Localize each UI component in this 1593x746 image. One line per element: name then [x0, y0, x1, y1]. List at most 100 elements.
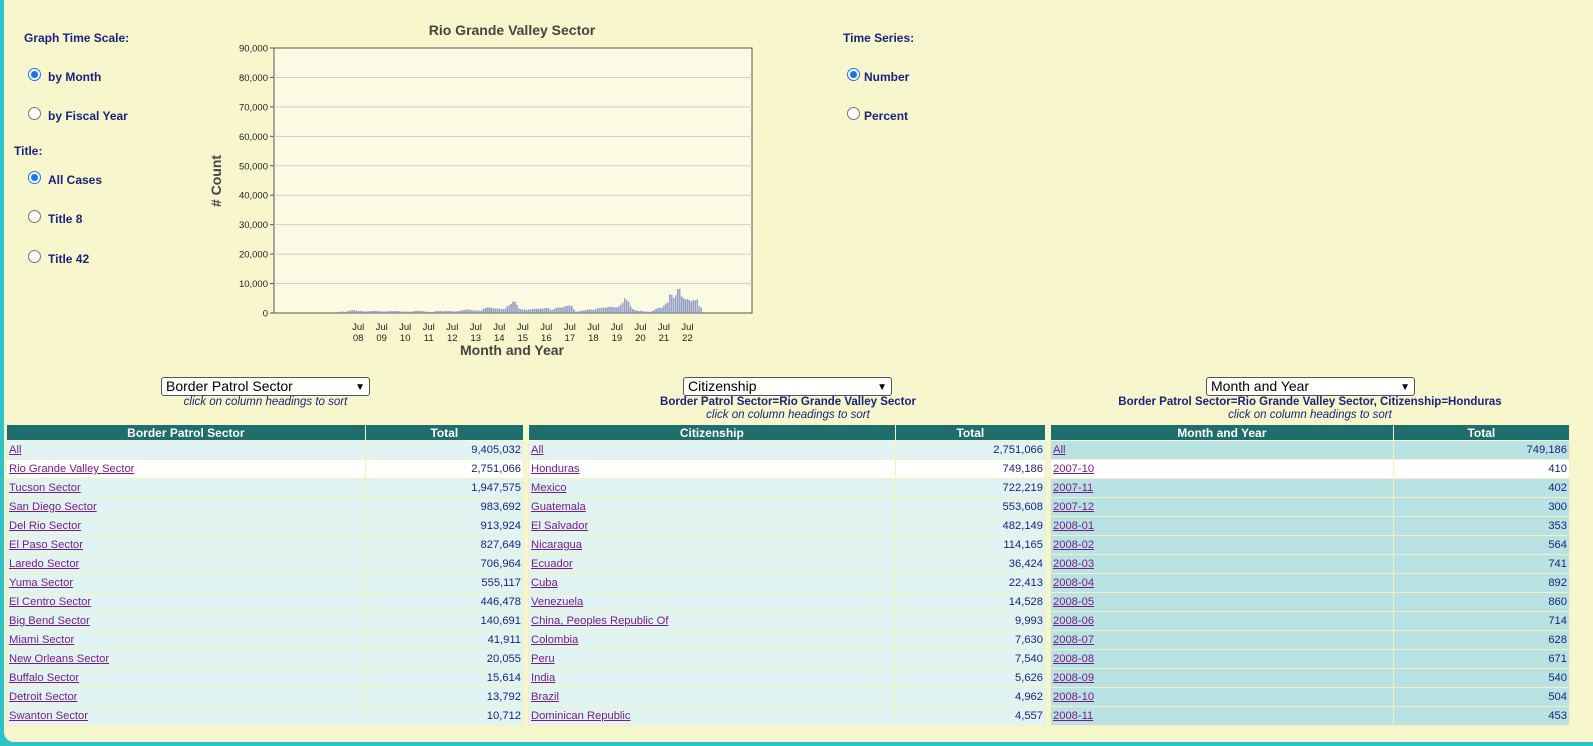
column-header-month-year[interactable]: Month and Year [1050, 424, 1394, 441]
column-header-total[interactable]: Total [894, 424, 1047, 441]
x-tick-year: 22 [682, 333, 693, 344]
x-tick-year: 21 [659, 333, 670, 344]
row-link[interactable]: 2007-11 [1053, 482, 1094, 494]
row-label-cell: All [528, 440, 896, 460]
bar [675, 295, 677, 314]
row-link[interactable]: Dominican Republic [531, 710, 631, 722]
table-row: 2008-11 453 [1050, 706, 1571, 726]
row-link[interactable]: Guatemala [531, 501, 586, 513]
row-total: 860 [1392, 592, 1571, 612]
row-link[interactable]: All [1053, 444, 1066, 456]
row-link[interactable]: Mexico [531, 482, 567, 494]
bar [657, 307, 659, 314]
column-header-sector[interactable]: Border Patrol Sector [6, 424, 366, 441]
bar [506, 306, 508, 314]
row-link[interactable]: Colombia [531, 634, 579, 646]
row-link[interactable]: Brazil [531, 691, 559, 703]
row-link[interactable]: Buffalo Sector [9, 672, 80, 684]
row-link[interactable]: El Salvador [531, 520, 589, 532]
row-label-cell: Mexico [528, 478, 896, 498]
all-cases-label[interactable]: All Cases [48, 173, 103, 187]
table-row: El Centro Sector 446,478 [6, 592, 525, 612]
column-header-total[interactable]: Total [364, 424, 525, 441]
percent-radio[interactable] [847, 107, 860, 120]
row-link[interactable]: Laredo Sector [9, 558, 80, 570]
row-link[interactable]: Venezuela [531, 596, 584, 608]
row-link[interactable]: Rio Grande Valley Sector [9, 463, 135, 475]
by-fiscal-year-label[interactable]: by Fiscal Year [48, 109, 128, 123]
row-link[interactable]: India [531, 672, 556, 684]
row-link[interactable]: Yuma Sector [9, 577, 74, 589]
row-link[interactable]: All [531, 444, 544, 456]
row-link[interactable]: San Diego Sector [9, 501, 97, 513]
row-link[interactable]: 2008-09 [1053, 672, 1095, 684]
dimension-select-mid[interactable]: Citizenship ▼ [683, 377, 892, 396]
row-link[interactable]: 2008-11 [1053, 710, 1094, 722]
row-link[interactable]: Swanton Sector [9, 710, 88, 722]
row-link[interactable]: Miami Sector [9, 634, 75, 646]
row-link[interactable]: Detroit Sector [9, 691, 78, 703]
row-link[interactable]: 2007-10 [1053, 463, 1095, 475]
by-fiscal-year-radio[interactable] [28, 107, 41, 120]
row-link[interactable]: 2008-03 [1053, 558, 1095, 570]
row-link[interactable]: 2008-04 [1053, 577, 1095, 589]
row-link[interactable]: 2008-07 [1053, 634, 1095, 646]
percent-label[interactable]: Percent [864, 109, 909, 123]
bar [606, 307, 608, 314]
chart: Rio Grande Valley Sector 0 10,000 20,000 30… [208, 22, 753, 358]
dimension-select-right[interactable]: Month and Year ▼ [1206, 377, 1415, 396]
row-link[interactable]: Cuba [531, 577, 558, 589]
row-link[interactable]: New Orleans Sector [9, 653, 110, 665]
row-link[interactable]: Ecuador [531, 558, 573, 570]
bar [626, 300, 628, 314]
title8-radio[interactable] [28, 210, 41, 223]
row-link[interactable]: 2008-06 [1053, 615, 1095, 627]
row-total: 7,630 [894, 630, 1047, 650]
row-label-cell: 2008-02 [1050, 535, 1394, 555]
row-link[interactable]: All [9, 444, 22, 456]
row-link[interactable]: Big Bend Sector [9, 615, 90, 627]
column-header-citizenship[interactable]: Citizenship [528, 424, 896, 441]
row-label-cell: Honduras [528, 459, 896, 479]
bar [355, 310, 357, 314]
number-label[interactable]: Number [864, 70, 910, 84]
row-link[interactable]: 2008-02 [1053, 539, 1095, 551]
row-total: 706,964 [364, 554, 525, 574]
row-link[interactable]: Del Rio Sector [9, 520, 82, 532]
row-total: 22,413 [894, 573, 1047, 593]
table-row: 2008-01 353 [1050, 516, 1571, 536]
number-radio[interactable] [847, 68, 860, 81]
column-header-total[interactable]: Total [1392, 424, 1571, 441]
chevron-down-icon: ▼ [355, 382, 365, 393]
by-month-radio[interactable] [28, 68, 41, 81]
row-label-cell: Cuba [528, 573, 896, 593]
x-tick-month: Jul [446, 322, 458, 333]
row-link[interactable]: El Paso Sector [9, 539, 83, 551]
title42-radio[interactable] [28, 250, 41, 263]
by-month-label[interactable]: by Month [48, 70, 102, 84]
row-link[interactable]: Tucson Sector [9, 482, 81, 494]
title8-label[interactable]: Title 8 [48, 212, 83, 226]
row-link[interactable]: 2008-01 [1053, 520, 1095, 532]
row-link[interactable]: Nicaragua [531, 539, 582, 551]
bar [647, 311, 649, 314]
row-link[interactable]: 2008-10 [1053, 691, 1095, 703]
x-tick-month: Jul [658, 322, 670, 333]
title42-label[interactable]: Title 42 [48, 252, 90, 266]
dimension-select-left[interactable]: Border Patrol Sector ▼ [161, 377, 370, 396]
row-link[interactable]: 2008-08 [1053, 653, 1095, 665]
row-link[interactable]: El Centro Sector [9, 596, 92, 608]
bar [453, 311, 455, 314]
row-link[interactable]: China, Peoples Republic Of [531, 615, 669, 627]
all-cases-radio[interactable] [28, 171, 41, 184]
row-link[interactable]: 2008-05 [1053, 596, 1095, 608]
bar [457, 311, 459, 314]
bar [384, 311, 387, 314]
x-tick-year: 13 [470, 333, 481, 344]
row-link[interactable]: Peru [531, 653, 555, 665]
bar [520, 309, 522, 314]
row-link[interactable]: 2007-12 [1053, 501, 1095, 513]
row-total: 5,626 [894, 668, 1047, 688]
time-scale-label: Graph Time Scale: [24, 31, 130, 45]
row-link[interactable]: Honduras [531, 463, 580, 475]
